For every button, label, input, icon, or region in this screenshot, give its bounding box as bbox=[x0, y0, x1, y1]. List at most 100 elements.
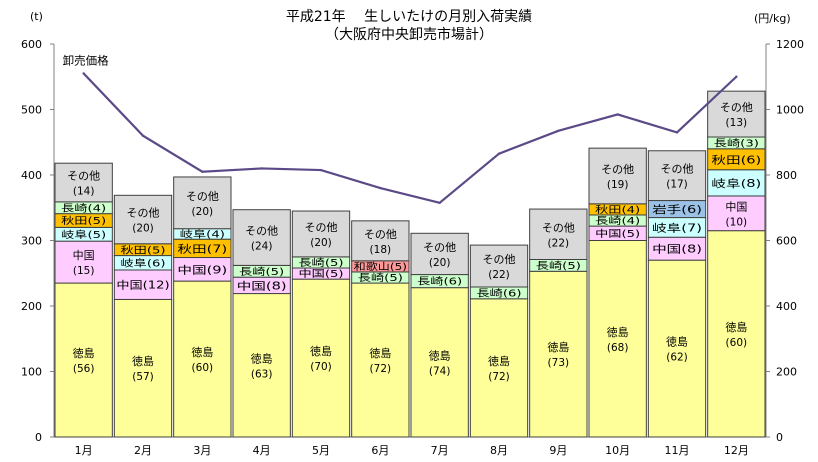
segment-label: 徳島 bbox=[607, 325, 629, 339]
bar-segment-徳島 bbox=[351, 282, 410, 438]
x-tick-label: 2月 bbox=[134, 444, 152, 457]
segment-share: (5) bbox=[390, 262, 407, 273]
bar-segment-徳島 bbox=[469, 298, 529, 438]
segment-label: 長崎 (5) bbox=[358, 272, 403, 284]
segment-label: 徳島 bbox=[191, 345, 213, 359]
x-tick-label: 8月 bbox=[490, 444, 508, 457]
segment-label: 中国 (9) bbox=[177, 263, 227, 276]
segment-share: (4) bbox=[622, 216, 641, 227]
segment-label-name: 秋田 bbox=[61, 215, 87, 227]
bar-segment-徳島 bbox=[529, 270, 588, 438]
segment-share: (5) bbox=[88, 230, 107, 241]
segment-share: (14) bbox=[73, 186, 95, 198]
segment-label: 秋田 (6) bbox=[711, 153, 761, 166]
segment-label-name: 中国 bbox=[298, 268, 324, 280]
y-tick-label: 0 bbox=[35, 431, 42, 444]
segment-label-name: 岩手 bbox=[652, 203, 681, 216]
bar-segment-徳島 bbox=[113, 298, 173, 438]
segment-share: (20) bbox=[429, 257, 451, 269]
bar-segment-その他 bbox=[173, 176, 232, 230]
segment-share: (56) bbox=[73, 363, 95, 375]
y-tick-label: 300 bbox=[21, 235, 42, 248]
segment-share: (60) bbox=[192, 362, 214, 374]
segment-label: 岐阜 (4) bbox=[180, 229, 225, 241]
segment-label-name: 秋田 bbox=[595, 204, 621, 216]
segment-share: (8) bbox=[681, 244, 702, 256]
segment-label: その他 bbox=[305, 221, 338, 234]
segment-label: 中国 bbox=[73, 249, 95, 262]
segment-label: その他 bbox=[483, 253, 516, 266]
x-tick-label: 12月 bbox=[724, 444, 749, 457]
segment-label: 長崎 (3) bbox=[714, 138, 759, 150]
segment-label: その他 bbox=[542, 221, 575, 234]
segment-label-name: 長崎 bbox=[298, 257, 325, 269]
segment-label-name: 中国 bbox=[652, 243, 681, 256]
segment-label: 長崎 (6) bbox=[476, 288, 521, 300]
bar-segment-徳島 bbox=[588, 240, 647, 438]
segment-share: (4) bbox=[622, 205, 641, 216]
bar-segment-その他 bbox=[529, 208, 588, 260]
segment-share: (63) bbox=[251, 368, 273, 380]
price-point bbox=[379, 186, 382, 190]
segment-share: (6) bbox=[681, 204, 702, 216]
segment-share: (70) bbox=[310, 361, 332, 373]
x-tick-label: 7月 bbox=[431, 444, 449, 457]
y-tick-label: 500 bbox=[21, 104, 42, 117]
segment-label: その他 bbox=[245, 225, 278, 238]
bar-segment-その他 bbox=[291, 210, 351, 258]
segment-share: (17) bbox=[666, 179, 688, 191]
segment-share: (22) bbox=[488, 269, 510, 281]
segment-share: (20) bbox=[192, 206, 214, 218]
bar-segment-その他 bbox=[410, 232, 469, 276]
segment-label: 中国 (12) bbox=[116, 279, 169, 292]
price-point bbox=[616, 113, 619, 116]
bar-segment-その他 bbox=[351, 220, 410, 262]
segment-label: その他 bbox=[127, 207, 160, 220]
segment-label: その他 bbox=[186, 190, 219, 203]
segment-share: (4) bbox=[88, 203, 107, 214]
segment-label: 徳島 bbox=[132, 354, 154, 368]
segment-share: (5) bbox=[325, 258, 344, 269]
segment-label-name: 長崎 bbox=[358, 272, 385, 284]
bar-segment-その他 bbox=[232, 209, 291, 266]
segment-label: 徳島 bbox=[310, 344, 332, 358]
price-point bbox=[141, 134, 145, 137]
bar-segment-中国 bbox=[113, 269, 173, 300]
segment-share: (12) bbox=[143, 280, 170, 292]
segment-share: (20) bbox=[132, 223, 154, 235]
segment-label: 中国 bbox=[725, 200, 747, 213]
segment-label: 岐阜 (5) bbox=[61, 229, 106, 241]
segment-share: (20) bbox=[310, 237, 332, 249]
price-point bbox=[438, 201, 441, 205]
segment-label: 長崎 (5) bbox=[298, 257, 343, 269]
segment-label-name: 岐阜 bbox=[61, 229, 87, 241]
price-line bbox=[82, 72, 738, 205]
price-point bbox=[557, 129, 560, 132]
segment-share: (6) bbox=[741, 154, 762, 166]
segment-share: (24) bbox=[251, 241, 273, 253]
segment-label: その他 bbox=[720, 101, 753, 114]
segment-label: 岐阜 (6) bbox=[120, 257, 165, 269]
y-axis-unit-left: (t) bbox=[30, 10, 43, 23]
bar-segment-その他 bbox=[113, 194, 173, 245]
bar-segment-中国 bbox=[54, 240, 113, 284]
bar-segment-徳島 bbox=[173, 280, 232, 438]
segment-label-name: 岐阜 bbox=[120, 257, 146, 269]
segment-label-name: 秋田 bbox=[120, 244, 146, 256]
segment-label-name: 中国 bbox=[595, 228, 621, 240]
segment-label: 和歌山 (5) bbox=[354, 261, 407, 273]
y-tick-label: 600 bbox=[21, 38, 42, 51]
segment-share: (60) bbox=[726, 337, 748, 349]
segment-label: 長崎 (4) bbox=[61, 202, 106, 214]
bar-segment-その他 bbox=[469, 244, 529, 288]
segment-share: (18) bbox=[370, 244, 392, 256]
segment-share: (5) bbox=[266, 267, 285, 278]
segment-share: (5) bbox=[562, 261, 581, 272]
x-tick-label: 9月 bbox=[549, 444, 567, 457]
segment-label: 長崎 (5) bbox=[239, 266, 284, 278]
segment-label: 徳島 bbox=[725, 320, 747, 334]
segment-label: 岐阜 (7) bbox=[652, 221, 702, 234]
segment-share: (62) bbox=[666, 352, 688, 364]
segment-share: (72) bbox=[370, 363, 392, 375]
